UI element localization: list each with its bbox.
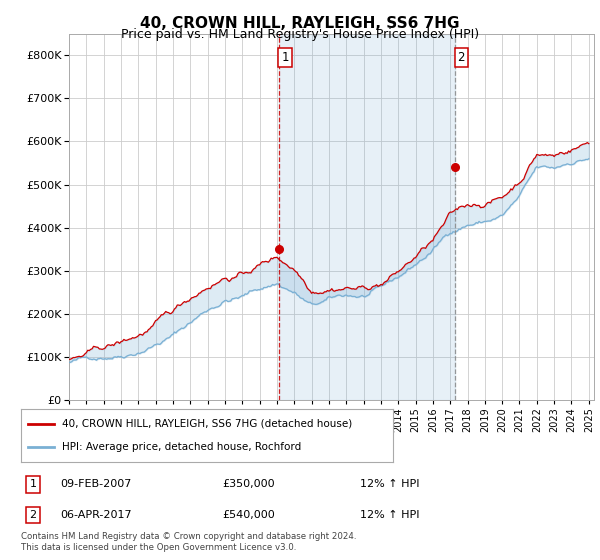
Text: 12% ↑ HPI: 12% ↑ HPI	[360, 479, 419, 489]
Text: Price paid vs. HM Land Registry's House Price Index (HPI): Price paid vs. HM Land Registry's House …	[121, 28, 479, 41]
Text: HPI: Average price, detached house, Rochford: HPI: Average price, detached house, Roch…	[62, 442, 301, 452]
Text: 06-APR-2017: 06-APR-2017	[60, 510, 131, 520]
Text: £540,000: £540,000	[222, 510, 275, 520]
Text: 2: 2	[457, 51, 465, 64]
Text: 2: 2	[29, 510, 37, 520]
Text: 12% ↑ HPI: 12% ↑ HPI	[360, 510, 419, 520]
Text: 09-FEB-2007: 09-FEB-2007	[60, 479, 131, 489]
Text: 40, CROWN HILL, RAYLEIGH, SS6 7HG: 40, CROWN HILL, RAYLEIGH, SS6 7HG	[140, 16, 460, 31]
Text: Contains HM Land Registry data © Crown copyright and database right 2024.
This d: Contains HM Land Registry data © Crown c…	[21, 532, 356, 552]
Bar	[278, 34, 455, 400]
Text: 40, CROWN HILL, RAYLEIGH, SS6 7HG (detached house): 40, CROWN HILL, RAYLEIGH, SS6 7HG (detac…	[62, 419, 352, 429]
Text: 1: 1	[29, 479, 37, 489]
Text: £350,000: £350,000	[222, 479, 275, 489]
Text: 1: 1	[281, 51, 289, 64]
